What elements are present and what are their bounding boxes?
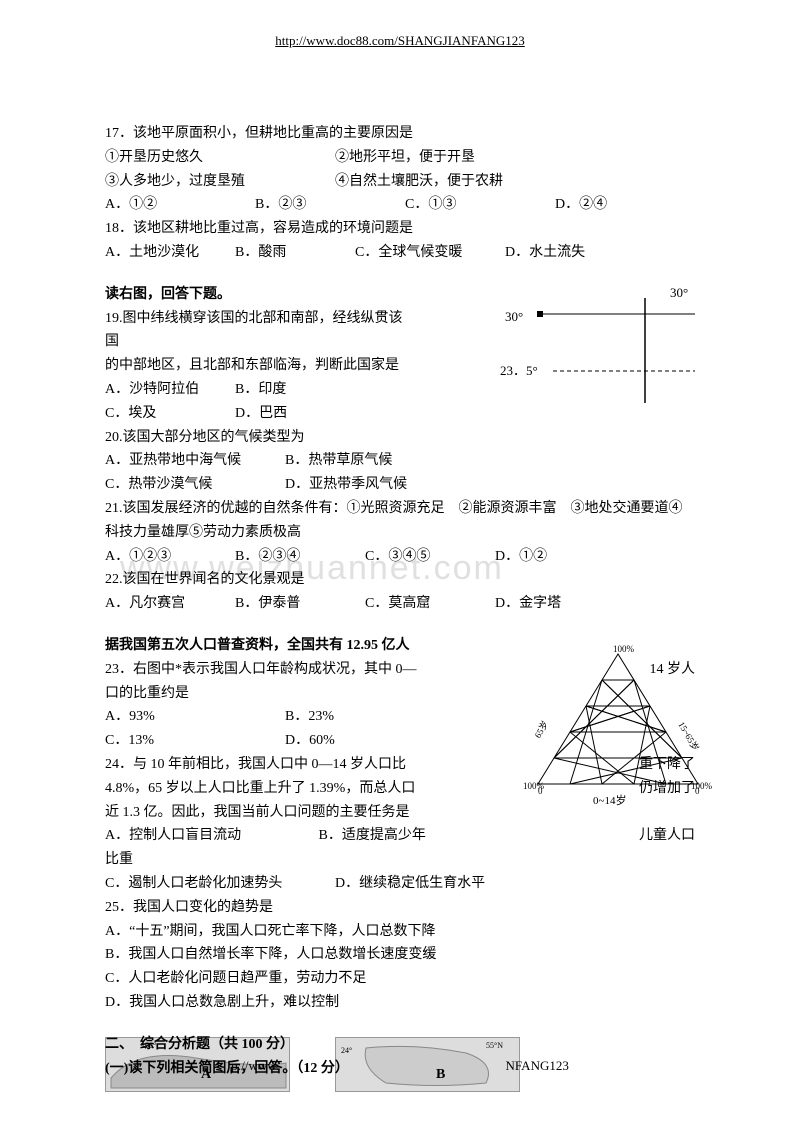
q18-a: A．土地沙漠化 [105,241,235,265]
q23-b: B．23% [285,705,334,729]
q22-a: A．凡尔赛宫 [105,592,235,616]
fig1-label-topright: 30° [670,285,688,300]
q17-a: A．①② [105,193,255,217]
q24-d: D．继续稳定低生育水平 [335,872,485,896]
svg-text:0~14岁: 0~14岁 [593,793,626,807]
q23-d: D．60% [285,729,335,753]
q20-stem: 20.该国大部分地区的气候类型为 [105,426,695,450]
q23-stem-l: 23．右图中*表示我国人口年龄构成状况，其中 0— [105,658,455,682]
q24-a: A．控制人口盲目流动 [105,824,315,848]
header-url: http://www.doc88.com/SHANGJIANFANG123 [105,30,695,52]
q21-a: A．①②③ [105,545,235,569]
fig1-label-left: 30° [505,309,523,324]
svg-text:0: 0 [695,786,700,796]
q22-c: C．莫高窟 [365,592,495,616]
q20-d: D．亚热带季风气候 [285,473,407,497]
q17-c: C．①③ [405,193,555,217]
q17-opt3: ③人多地少，过度垦殖 [105,170,335,194]
q18-d: D．水土流失 [505,241,585,265]
q25-b: B．我国人口自然增长率下降，人口总数增长速度变缓 [105,943,695,967]
fig1-label-235: 23．5° [500,363,538,378]
q25-c: C．人口老龄化问题日趋严重，劳动力不足 [105,967,695,991]
q22-d: D．金字塔 [495,592,561,616]
q21-c: C．③④⑤ [365,545,495,569]
q20-b: B．热带草原气候 [285,449,392,473]
q23-a: A．93% [105,705,285,729]
q24-l1l: 24．与 10 年前相比，我国人口中 0—14 岁人口比 [105,753,455,777]
q18-b: B．酸雨 [235,241,355,265]
q17-d: D．②④ [555,193,607,217]
q19-a: A．沙特阿拉伯 [105,378,235,402]
q19-c: C．埃及 [105,402,235,426]
q18-stem: 18．该地区耕地比重过高，容易造成的环境问题是 [105,217,695,241]
q17-opt1: ①开垦历史悠久 [105,146,335,170]
section2-sub1: (一)读下列相关简图后，回答。（12 分） [105,1057,695,1081]
q24-c: C．遏制人口老龄化加速势头 [105,872,335,896]
svg-text:15~65岁: 15~65岁 [676,720,701,753]
q23-c: C．13% [105,729,285,753]
q19-b: B．印度 [235,378,286,402]
q22-stem: 22.该国在世界闻名的文化景观是 [105,568,695,592]
q17-opt2: ②地形平坦，便于开垦 [335,146,475,170]
svg-text:0: 0 [538,786,543,796]
q25-d: D．我国人口总数急剧上升，难以控制 [105,991,695,1015]
svg-text:65岁: 65岁 [532,719,551,740]
svg-text:100%: 100% [613,644,635,654]
q19-d: D．巴西 [235,402,287,426]
triangle-diagram: 0~14岁 100% 100% 0 0 100% 15~65岁 65岁 [523,644,713,823]
q17-opt4: ④自然土壤肥沃，便于农耕 [335,170,503,194]
q24-br: 儿童人口 [639,824,695,848]
q17-b: B．②③ [255,193,405,217]
q17-stem: 17．该地平原面积小，但耕地比重高的主要原因是 [105,122,695,146]
q25-a: A．“十五”期间，我国人口死亡率下降，人口总数下降 [105,920,695,944]
q21-d: D．①② [495,545,547,569]
q24-l2l: 4.8%，65 岁以上人口比重上升了 1.39%，而总人口 [105,777,455,801]
q21-stem: 21.该国发展经济的优越的自然条件有：①光照资源充足 ②能源资源丰富 ③地处交通… [105,497,695,545]
q24-b2: 比重 [105,848,695,872]
q22-b: B．伊泰普 [235,592,365,616]
latitude-diagram: 30° 30° 23．5° [495,283,715,422]
q25-stem: 25．我国人口变化的趋势是 [105,896,695,920]
q18-c: C．全球气候变暖 [355,241,505,265]
q20-c: C．热带沙漠气候 [105,473,285,497]
section2-title: 二、 综合分析题（共 100 分） [105,1033,695,1057]
q24-b: B．适度提高少年 [319,824,426,848]
q21-b: B．②③④ [235,545,365,569]
q20-a: A．亚热带地中海气候 [105,449,285,473]
